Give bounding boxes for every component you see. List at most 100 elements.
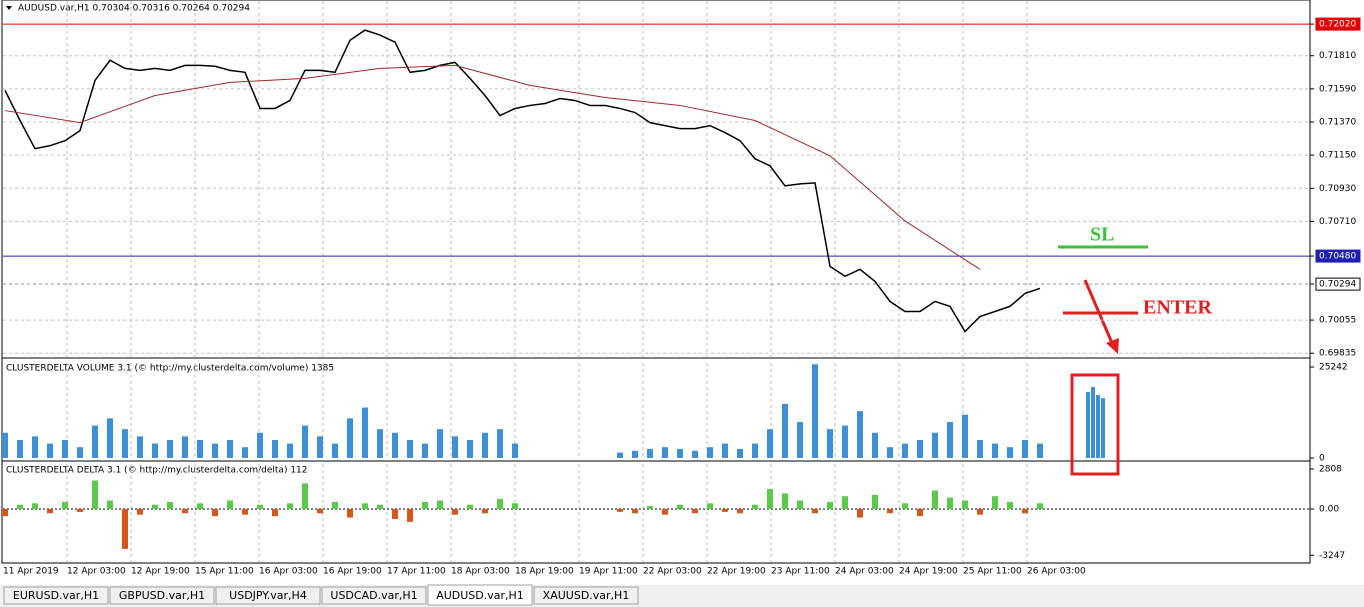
bar <box>932 432 938 458</box>
bar <box>497 429 503 458</box>
bar <box>287 503 293 510</box>
y-tick-label: 0.71590 <box>1319 84 1356 94</box>
bar <box>122 429 128 458</box>
bar <box>17 504 23 510</box>
bar <box>827 429 833 458</box>
x-tick-label: 12 Apr 03:00 <box>67 567 126 577</box>
tab[interactable] <box>427 584 533 606</box>
x-tick-label: 22 Apr 03:00 <box>643 567 702 577</box>
price-box <box>1315 17 1361 31</box>
highlight-bar <box>1101 398 1105 458</box>
y-tick-label: 0.71810 <box>1319 51 1356 61</box>
bar <box>857 411 863 458</box>
bar <box>467 439 473 458</box>
x-tick-label: 17 Apr 11:00 <box>387 567 446 577</box>
bar <box>2 509 8 517</box>
bar <box>257 432 263 458</box>
bar <box>1037 503 1043 510</box>
bar <box>977 439 983 458</box>
tab[interactable] <box>533 586 639 605</box>
y-tick-label: 0.72020 <box>1319 20 1356 30</box>
tab-label: USDJPY.var,H4 <box>229 589 307 602</box>
tab[interactable] <box>215 586 321 605</box>
bar <box>317 509 323 514</box>
arrow-head <box>1106 338 1119 354</box>
bar <box>1007 501 1013 510</box>
bar <box>497 499 503 510</box>
y-tick-label: 0.70055 <box>1319 316 1356 326</box>
bar <box>917 509 923 517</box>
x-tick-label: 23 Apr 11:00 <box>771 567 830 577</box>
tab[interactable] <box>109 586 215 605</box>
bar <box>872 494 878 510</box>
bar <box>227 439 233 458</box>
moving-average <box>4 64 981 270</box>
bar <box>212 509 218 517</box>
bar <box>947 497 953 510</box>
bar <box>842 425 848 458</box>
arrow-line <box>1083 279 1114 344</box>
bar <box>137 509 143 515</box>
bar <box>692 450 698 458</box>
bar <box>737 448 743 458</box>
x-tick-label: 15 Apr 11:00 <box>195 567 254 577</box>
bar <box>197 439 203 458</box>
bar <box>692 509 698 514</box>
bar <box>407 439 413 458</box>
bar <box>47 509 53 514</box>
bar <box>737 509 743 514</box>
bar <box>662 447 668 458</box>
bar <box>977 509 983 515</box>
y-tick-label: 2808 <box>1319 465 1342 475</box>
bar <box>227 500 233 510</box>
bar <box>722 443 728 458</box>
bar <box>812 364 818 458</box>
indicator-title: CLUSTERDELTA DELTA 3.1 (© http://my.clus… <box>6 466 308 476</box>
bar <box>2 432 8 458</box>
x-tick-label: 11 Apr 2019 <box>3 567 59 577</box>
y-tick-label: 0.00 <box>1319 505 1339 515</box>
bar <box>347 418 353 458</box>
bar <box>47 443 53 458</box>
x-tick-label: 25 Apr 11:00 <box>963 567 1022 577</box>
y-tick-label: 0.70930 <box>1319 184 1356 194</box>
bar <box>767 429 773 458</box>
bar <box>767 489 773 510</box>
bar <box>302 483 308 510</box>
bar <box>872 432 878 458</box>
bar <box>452 509 458 515</box>
y-tick-label: 25242 <box>1319 363 1348 373</box>
bar <box>362 503 368 510</box>
bar <box>812 509 818 514</box>
tab[interactable] <box>3 586 109 605</box>
bar <box>857 509 863 518</box>
bar <box>182 509 188 514</box>
bar <box>1007 447 1013 458</box>
highlight-bar <box>1096 394 1100 458</box>
bar <box>467 504 473 510</box>
bar <box>902 443 908 458</box>
bar <box>242 509 248 515</box>
tab[interactable] <box>321 586 427 605</box>
bar <box>152 504 158 510</box>
bar <box>62 501 68 510</box>
bar <box>962 414 968 458</box>
bar <box>512 443 518 458</box>
bar <box>437 500 443 510</box>
bar <box>482 509 488 514</box>
bar <box>392 432 398 458</box>
y-tick-label: 0.69835 <box>1319 349 1356 359</box>
bar <box>752 443 758 458</box>
bar <box>182 436 188 458</box>
bar <box>302 425 308 458</box>
bar <box>152 443 158 458</box>
tab-label: EURUSD.var,H1 <box>13 589 99 602</box>
bar <box>512 503 518 510</box>
bar <box>932 490 938 510</box>
bar <box>782 493 788 510</box>
price-box <box>1315 249 1361 263</box>
bar <box>17 439 23 458</box>
bar <box>707 447 713 458</box>
x-tick-label: 16 Apr 19:00 <box>323 567 382 577</box>
